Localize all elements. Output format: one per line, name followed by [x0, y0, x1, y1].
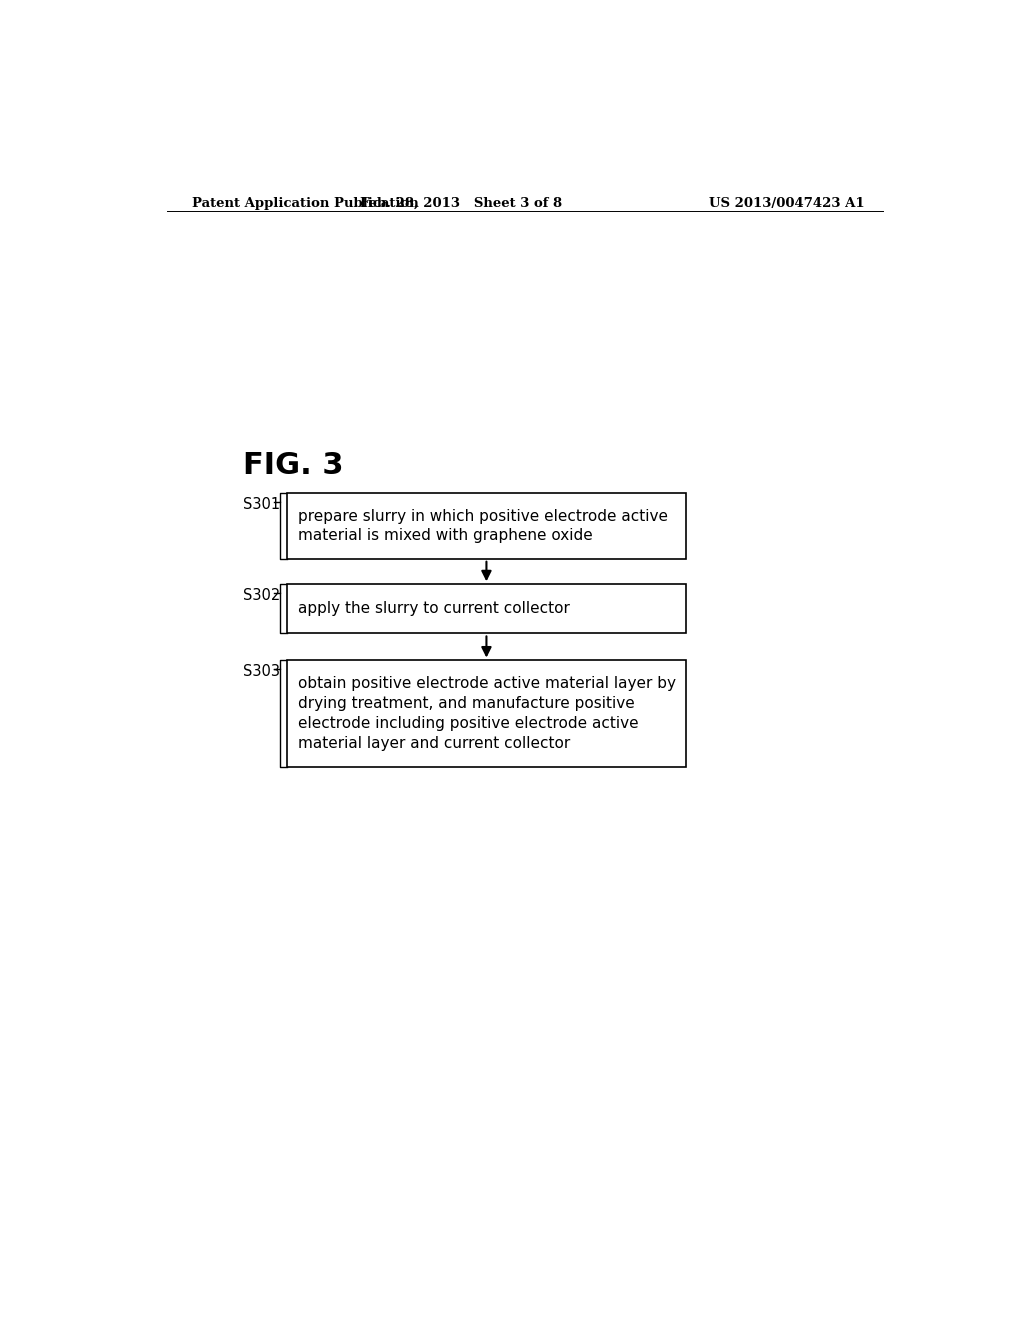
Text: S303: S303 — [243, 664, 280, 680]
Text: Feb. 28, 2013   Sheet 3 of 8: Feb. 28, 2013 Sheet 3 of 8 — [360, 197, 562, 210]
Text: Patent Application Publication: Patent Application Publication — [191, 197, 418, 210]
Text: S301: S301 — [243, 498, 280, 512]
Bar — [287, 494, 686, 558]
Text: apply the slurry to current collector: apply the slurry to current collector — [299, 602, 570, 616]
Text: prepare slurry in which positive electrode active
material is mixed with graphen: prepare slurry in which positive electro… — [299, 508, 669, 544]
Bar — [287, 585, 686, 634]
Bar — [287, 660, 686, 767]
Text: S302: S302 — [243, 589, 280, 603]
Text: FIG. 3: FIG. 3 — [243, 451, 343, 480]
Text: US 2013/0047423 A1: US 2013/0047423 A1 — [709, 197, 864, 210]
Text: obtain positive electrode active material layer by
drying treatment, and manufac: obtain positive electrode active materia… — [299, 676, 677, 751]
